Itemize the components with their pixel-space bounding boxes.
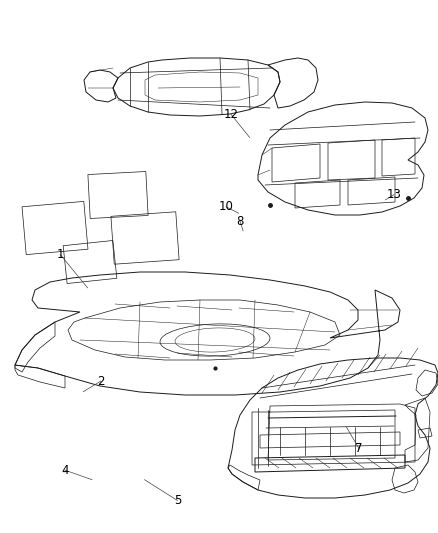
Text: 12: 12 — [224, 108, 239, 121]
Text: 7: 7 — [355, 442, 363, 455]
Text: 8: 8 — [237, 215, 244, 228]
Text: 1: 1 — [57, 248, 64, 261]
Text: 10: 10 — [219, 200, 233, 213]
Text: 4: 4 — [61, 464, 69, 477]
Text: 13: 13 — [387, 188, 402, 201]
Text: 5: 5 — [174, 494, 181, 507]
Text: 2: 2 — [97, 375, 105, 387]
